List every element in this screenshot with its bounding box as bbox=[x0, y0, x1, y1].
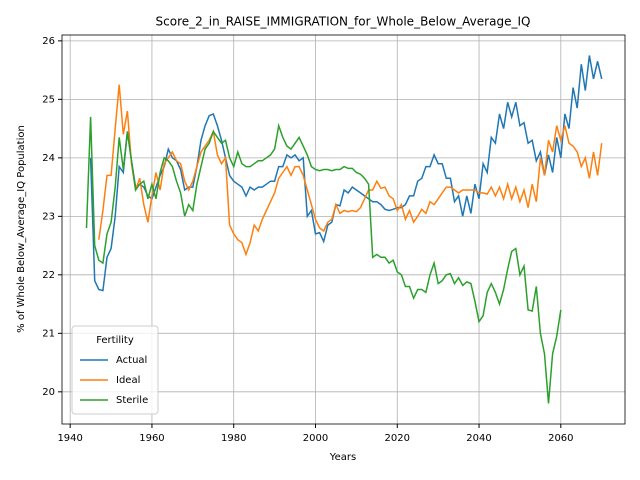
y-tick-label: 21 bbox=[42, 328, 55, 339]
legend-label: Ideal bbox=[116, 375, 140, 386]
y-tick-label: 26 bbox=[42, 36, 55, 47]
y-axis-label: % of Whole Below_Average_IQ Population bbox=[16, 125, 27, 333]
x-tick-label: 2060 bbox=[548, 433, 573, 444]
x-axis-label: Years bbox=[329, 452, 356, 463]
legend-box bbox=[71, 325, 159, 415]
legend-title: Fertility bbox=[96, 335, 134, 346]
plot-frame bbox=[61, 34, 626, 425]
legend-label: Actual bbox=[116, 355, 147, 366]
series-line bbox=[85, 116, 562, 404]
x-tick-label: 2000 bbox=[303, 433, 328, 444]
y-tick-label: 22 bbox=[42, 270, 55, 281]
legend: Fertility Actual Ideal Sterile bbox=[71, 325, 159, 415]
x-tick-label: 1980 bbox=[221, 433, 246, 444]
legend-label: Sterile bbox=[116, 395, 148, 406]
y-tick-label: 24 bbox=[42, 153, 55, 164]
series-line bbox=[89, 55, 603, 292]
x-tick-label: 2040 bbox=[466, 433, 491, 444]
y-tick-label: 20 bbox=[42, 387, 55, 398]
y-tick-label: 23 bbox=[42, 211, 55, 222]
x-tick-label: 1940 bbox=[57, 433, 82, 444]
x-tick-label: 2020 bbox=[385, 433, 410, 444]
x-tick-label: 1960 bbox=[139, 433, 164, 444]
series-line bbox=[98, 84, 603, 257]
y-tick-label: 25 bbox=[42, 94, 55, 105]
chart-title: Score_2_in_RAISE_IMMIGRATION_for_Whole_B… bbox=[156, 15, 531, 29]
